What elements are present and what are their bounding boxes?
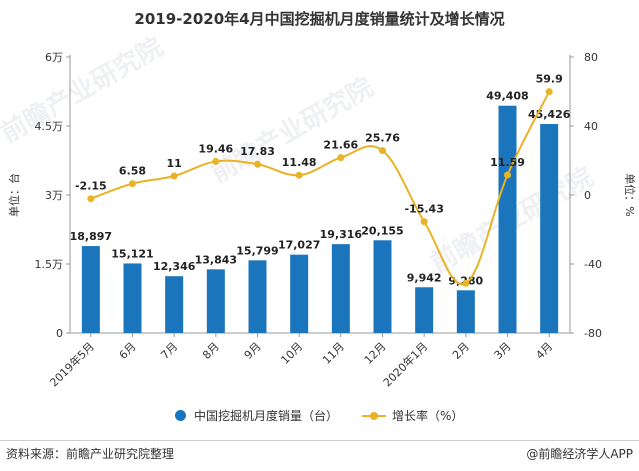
bar (540, 124, 559, 333)
growth-line (90, 91, 551, 286)
growth-value-label: 6.58 (119, 165, 146, 178)
bar (248, 260, 267, 333)
growth-value-label: -15.43 (404, 203, 443, 216)
x-tick-label: 2月 (450, 340, 472, 362)
legend-item-growth[interactable]: 增长率（%） (362, 407, 463, 424)
legend-dot-icon (175, 410, 186, 421)
growth-point (87, 195, 95, 203)
bar (415, 287, 434, 333)
growth-value-label: 11 (167, 157, 182, 170)
bar-value-label: 15,799 (236, 244, 278, 257)
bar (81, 246, 100, 333)
growth-point (379, 147, 386, 155)
left-tick-label: 1.5万 (35, 258, 64, 271)
chart-area: 0 1.5万 3万 4.5万 6万 -80 -40 0 40 80 单位：台 单位：% 18,897 15… (7, 51, 637, 389)
growth-point (545, 88, 553, 96)
brand-credit: @前瞻经济学人APP (526, 447, 633, 461)
chart-title: 2019-2020年4月中国挖掘机月度销量统计及增长情况 (134, 10, 505, 28)
legend-label-sales: 中国挖掘机月度销量（台） (194, 409, 339, 423)
growth-point (462, 279, 470, 287)
left-tick-label: 3万 (45, 189, 63, 202)
growth-value-label: 17.83 (240, 145, 275, 158)
right-tick-label: 80 (584, 51, 598, 64)
growth-value-label: 11.59 (490, 156, 525, 169)
legend-item-sales[interactable]: 中国挖掘机月度销量（台） (175, 407, 338, 424)
left-axis-title: 单位：台 (7, 173, 21, 217)
growth-point (504, 171, 511, 179)
right-tick-label: 0 (584, 189, 591, 202)
bar (331, 244, 350, 333)
growth-point (254, 160, 261, 168)
bar (290, 254, 309, 333)
growth-value-label: 59.9 (536, 73, 563, 86)
right-tick-label: -40 (584, 258, 602, 271)
bar (206, 269, 225, 333)
source-note: 资料来源：前瞻产业研究院整理 (6, 447, 175, 461)
growth-value-label: 25.76 (365, 132, 400, 145)
bar (373, 240, 392, 333)
bar-value-label: 12,346 (153, 260, 196, 273)
x-tick-label: 3月 (492, 340, 514, 362)
growth-value-label: 11.48 (282, 156, 317, 169)
bar (456, 290, 475, 333)
legend-label-growth: 增长率（%） (392, 409, 464, 423)
legend: 中国挖掘机月度销量（台） 增长率（%） (0, 407, 639, 427)
right-tick-label: -80 (584, 327, 602, 340)
footer: 资料来源：前瞻产业研究院整理 @前瞻经济学人APP (0, 440, 639, 471)
growth-point (170, 172, 178, 180)
left-tick-label: 6万 (45, 51, 63, 64)
right-tick-label: 40 (584, 120, 598, 133)
growth-point (129, 180, 136, 188)
growth-value-label: 21.66 (323, 139, 358, 152)
growth-point (212, 157, 220, 165)
left-tick-label: 0 (56, 327, 63, 340)
bar-value-label: 15,121 (111, 247, 153, 260)
bar-value-label: 9,942 (407, 271, 442, 284)
growth-point (337, 154, 345, 162)
bar-value-label: 49,408 (486, 90, 528, 103)
growth-value-label: -2.15 (75, 180, 107, 193)
bar-value-label: 17,027 (278, 239, 320, 252)
bar (123, 263, 142, 333)
growth-point (420, 218, 428, 226)
bar (498, 105, 517, 333)
x-tick-label: 12月 (362, 340, 389, 367)
bar-value-label: 18,897 (70, 230, 112, 243)
x-tick-label: 7月 (158, 340, 180, 362)
x-tick-label: 6月 (117, 340, 139, 362)
x-tick-label: 2020年1月 (380, 339, 430, 389)
bar-value-label: 20,155 (361, 224, 403, 237)
x-tick-label: 10月 (278, 340, 305, 367)
x-tick-label: 11月 (320, 340, 347, 367)
x-tick-label: 4月 (533, 340, 555, 362)
bar (165, 276, 184, 333)
x-tick-label: 9月 (242, 340, 264, 362)
growth-value-label: 19.46 (198, 142, 233, 155)
bar-value-label: 13,843 (195, 253, 237, 266)
growth-point (295, 171, 303, 179)
right-axis-title: 单位：% (623, 173, 637, 216)
left-tick-label: 4.5万 (35, 120, 64, 133)
legend-line-icon (362, 410, 386, 422)
bar-value-label: 19,316 (320, 228, 363, 241)
x-tick-label: 8月 (200, 340, 222, 362)
x-tick-label: 2019年5月 (47, 339, 97, 389)
